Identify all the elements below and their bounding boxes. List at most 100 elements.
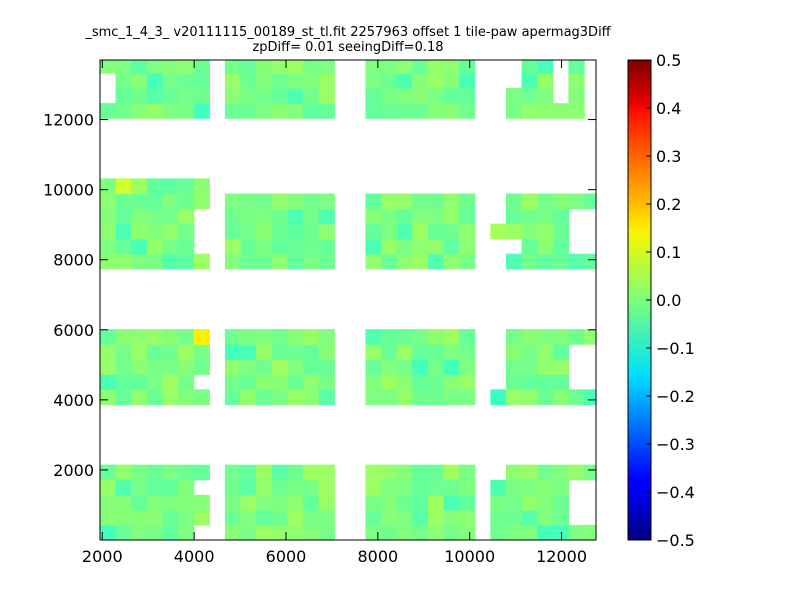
heatmap-cell [131,223,148,240]
heatmap-cell [240,509,257,526]
heatmap-cell [505,223,523,240]
x-tick-label: 6000 [266,547,307,566]
heatmap-cell [521,344,538,360]
heatmap-cell [271,374,288,390]
heatmap-cell [162,88,179,104]
heatmap-cell [552,509,570,526]
heatmap-cell [412,329,429,345]
heatmap-cell [396,524,413,540]
heatmap-cell [178,509,195,526]
heatmap-cell [256,464,273,481]
heatmap-cell [302,359,320,375]
heatmap-cell [318,329,335,345]
heatmap-cell [115,479,132,496]
heatmap-cell [162,238,179,255]
heatmap-cell [459,524,476,540]
heatmap-cell [131,359,148,375]
heatmap-cell [224,329,242,345]
heatmap-cell [381,509,398,526]
heatmap-cell [302,223,320,240]
heatmap-cell [271,72,288,89]
heatmap-cell [224,88,242,104]
heatmap-cell [224,494,242,511]
heatmap-cell [193,178,210,195]
heatmap-cell [240,253,257,270]
heatmap-cell [396,72,413,89]
heatmap-cell [381,253,398,270]
heatmap-cell [131,509,148,526]
heatmap-cell [240,208,257,225]
heatmap-cell [459,88,476,104]
heatmap-cell [224,524,242,540]
heatmap-cell [521,329,538,345]
heatmap-cell [443,524,460,540]
x-tick-label: 12000 [536,547,587,566]
heatmap-cell [552,494,570,511]
heatmap-cell [552,374,570,390]
heatmap-cell [115,359,132,375]
heatmap-cell [521,88,538,104]
heatmap-cell [381,72,398,89]
heatmap-cell [521,464,538,481]
heatmap-cell [256,509,273,526]
heatmap-cell [365,72,382,89]
heatmap-cell [552,253,570,270]
heatmap-cell [100,464,117,481]
heatmap-cell [271,238,288,255]
heatmap-cell [521,208,538,225]
heatmap-cell [396,223,413,240]
heatmap-cell [224,238,242,255]
heatmap-cell [381,208,398,225]
heatmap-cell [178,208,195,225]
heatmap-cell [287,60,304,74]
heatmap-cell [162,60,179,74]
heatmap-cell [490,509,507,526]
heatmap-cell [381,464,398,481]
heatmap-cell [302,103,320,119]
heatmap-cell [131,193,148,210]
heatmap-cell [396,329,413,345]
heatmap-cell [100,389,117,406]
heatmap-cell [287,494,304,511]
heatmap-cell [178,60,195,74]
heatmap-cell [381,223,398,240]
heatmap-cell [412,208,429,225]
heatmap-cell [256,494,273,511]
heatmap-cell [443,389,460,406]
heatmap-cell [318,208,335,225]
heatmap-cell [381,524,398,540]
heatmap-cell [552,208,570,225]
heatmap-cell [146,344,164,360]
heatmap-cell [459,208,476,225]
heatmap-cell [443,374,460,390]
heatmap-cell [443,193,460,210]
heatmap-cell [115,88,132,104]
heatmap-cell [287,344,304,360]
heatmap-cell [552,193,570,210]
heatmap-cell [302,509,320,526]
heatmap-cell [537,479,554,496]
heatmap-cell [537,494,554,511]
heatmap-cell [146,238,164,255]
heatmap-cell [568,103,585,119]
heatmap-cell [224,193,242,210]
x-tick-label: 2000 [82,547,123,566]
heatmap-cell [178,359,195,375]
heatmap-cell [240,389,257,406]
heatmap-cell [178,253,195,270]
heatmap-cell [240,329,257,345]
heatmap-cell [521,60,538,74]
heatmap-cell [271,509,288,526]
heatmap-cell [427,72,445,89]
heatmap-cell [443,103,460,119]
colorbar-tick-label: −0.2 [656,387,695,406]
heatmap-cell [115,329,132,345]
heatmap-cell [115,208,132,225]
heatmap-cell [271,193,288,210]
heatmap-cell [459,344,476,360]
heatmap-cell [240,344,257,360]
heatmap-cell [224,374,242,390]
heatmap-cell [287,374,304,390]
heatmap-cell [302,389,320,406]
heatmap-cell [584,524,596,540]
